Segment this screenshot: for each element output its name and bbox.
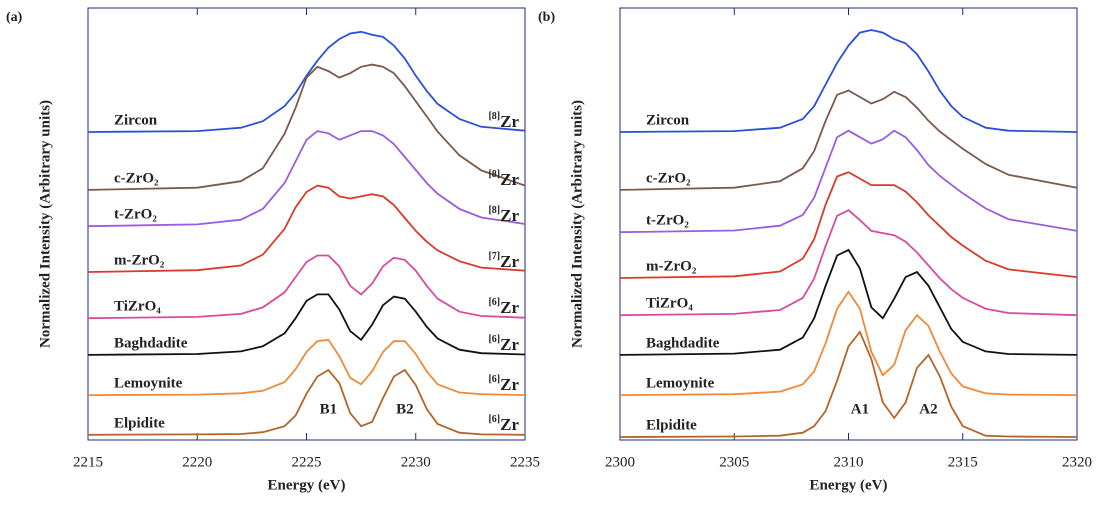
- site-label: [6]Zr: [488, 297, 519, 317]
- x-tick-label: 2320: [1062, 454, 1092, 470]
- spectrum-line: [619, 248, 1078, 356]
- site-coordination: [6]: [488, 414, 500, 425]
- site-label: [8]Zr: [488, 205, 519, 225]
- series-label: Zircon: [646, 112, 690, 128]
- x-tick-label: 2220: [182, 454, 212, 470]
- spectrum-line: [619, 29, 1078, 133]
- site-coordination: [7]: [488, 251, 500, 262]
- site-element: Zr: [500, 375, 519, 394]
- series-label: Elpidite: [646, 417, 697, 433]
- y-axis-label: Normalized Intensity (Arbitrary units): [37, 100, 53, 348]
- x-tick-label: 2300: [605, 454, 635, 470]
- site-label: [6]Zr: [488, 414, 519, 434]
- series-label: TiZrO₄: [114, 299, 161, 315]
- peak-label: B1: [320, 401, 338, 417]
- panel-label: (b): [538, 10, 555, 25]
- series-label: c-ZrO₂: [114, 170, 159, 186]
- site-label: [6]Zr: [488, 374, 519, 394]
- series-label: Zircon: [114, 112, 158, 128]
- site-element: Zr: [500, 335, 519, 354]
- x-tick-label: 2230: [401, 454, 431, 470]
- site-coordination: [8]: [488, 111, 500, 122]
- site-coordination: [6]: [488, 334, 500, 345]
- x-tick-label: 2225: [292, 454, 322, 470]
- panel-label: (a): [6, 10, 23, 25]
- series-label: Baghdadite: [646, 335, 720, 351]
- series-label: c-ZrO₂: [646, 170, 691, 186]
- peak-label: B2: [396, 401, 414, 417]
- x-axis-label: Energy (eV): [268, 477, 346, 493]
- site-element: Zr: [500, 298, 519, 317]
- site-label: [6]Zr: [488, 334, 519, 354]
- spectrum-line: [619, 290, 1078, 396]
- series-label: Lemoynite: [646, 376, 715, 392]
- peak-label: A1: [851, 401, 869, 417]
- site-label: [7]Zr: [488, 251, 519, 271]
- series-label: Elpidite: [114, 415, 165, 431]
- x-axis-label: Energy (eV): [810, 477, 888, 493]
- spectrum-line: [619, 171, 1078, 279]
- y-axis-label: Normalized Intensity (Arbitrary units): [569, 100, 585, 348]
- series-label: t-ZrO₂: [646, 213, 689, 229]
- spectrum-line: [87, 254, 526, 320]
- spectrum-line: [87, 184, 526, 273]
- spectrum-line: [87, 368, 526, 436]
- site-label: [8]Zr: [488, 169, 519, 189]
- x-tick-label: 2315: [948, 454, 978, 470]
- site-coordination: [8]: [488, 169, 500, 180]
- spectrum-line: [87, 130, 526, 228]
- spectrum-line: [619, 330, 1078, 438]
- x-tick-label: 2310: [834, 454, 864, 470]
- spectrum-line: [619, 129, 1078, 234]
- spectrum-line: [619, 89, 1078, 191]
- series-label: m-ZrO₂: [646, 258, 697, 274]
- site-element: Zr: [500, 170, 519, 189]
- series-label: t-ZrO₂: [114, 207, 157, 223]
- site-element: Zr: [500, 415, 519, 434]
- site-element: Zr: [500, 252, 519, 271]
- spectrum-line: [87, 63, 526, 191]
- series-label: Lemoynite: [114, 376, 183, 392]
- site-label: [8]Zr: [488, 111, 519, 131]
- site-coordination: [6]: [488, 297, 500, 308]
- series-label: TiZrO₄: [646, 296, 693, 312]
- site-coordination: [8]: [488, 205, 500, 216]
- spectrum-line: [87, 30, 526, 133]
- x-tick-label: 2235: [510, 454, 540, 470]
- peak-label: A2: [919, 401, 937, 417]
- site-element: Zr: [500, 206, 519, 225]
- site-coordination: [6]: [488, 374, 500, 385]
- x-tick-label: 2305: [719, 454, 749, 470]
- series-label: m-ZrO₂: [114, 252, 165, 268]
- x-tick-label: 2215: [73, 454, 103, 470]
- site-element: Zr: [500, 112, 519, 131]
- spectrum-line: [619, 209, 1078, 317]
- spectrum-line: [87, 293, 526, 356]
- series-label: Baghdadite: [114, 335, 188, 351]
- spectrum-line: [87, 338, 526, 396]
